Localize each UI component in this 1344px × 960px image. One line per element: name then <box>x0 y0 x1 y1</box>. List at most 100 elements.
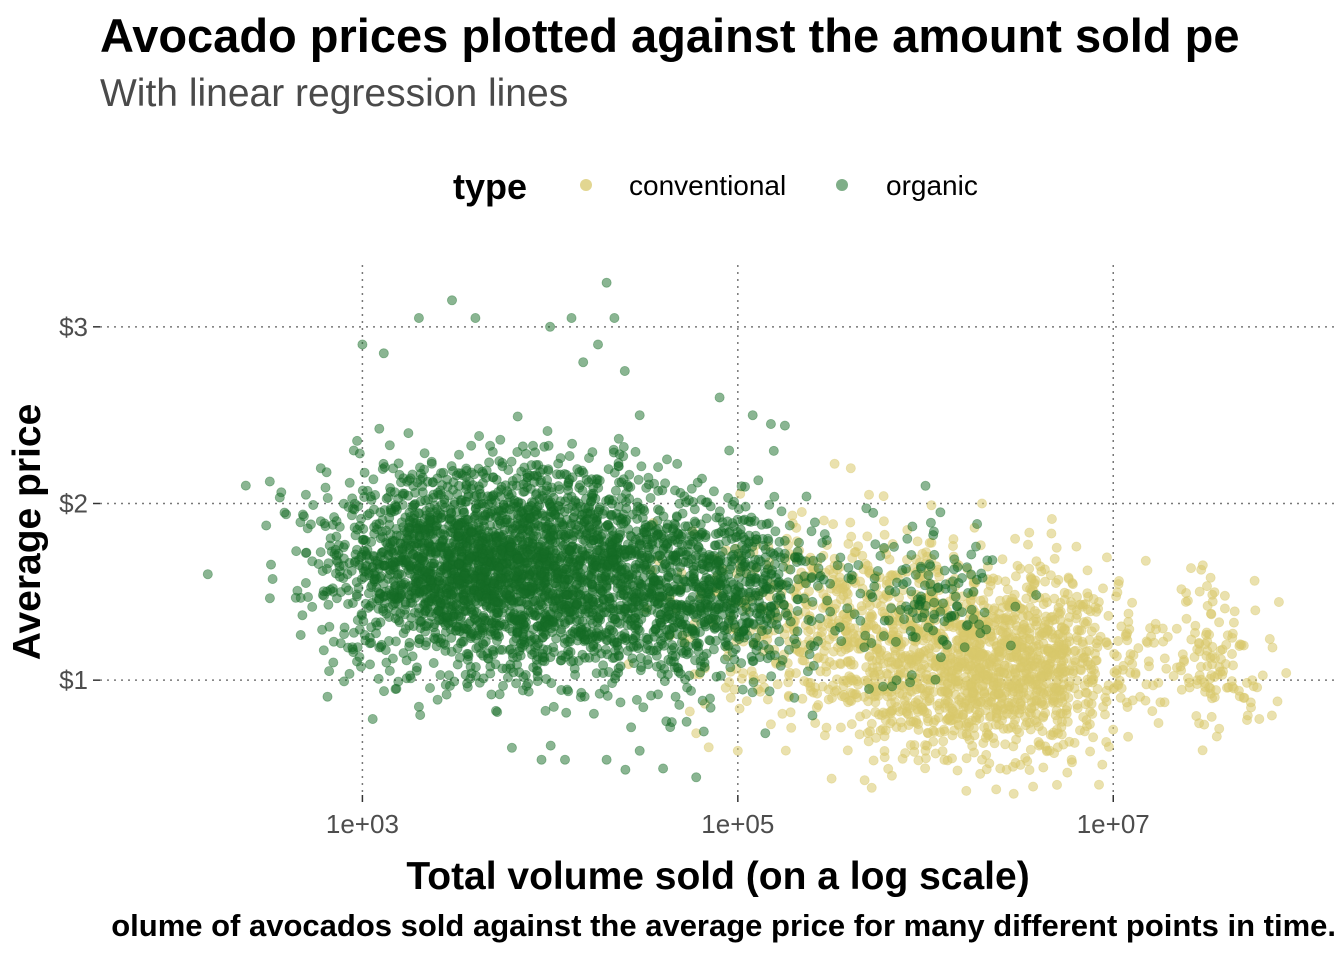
point-organic <box>390 606 401 617</box>
point-conventional <box>952 661 963 672</box>
point-organic <box>295 517 306 528</box>
point-organic <box>613 461 624 472</box>
point-conventional <box>1123 731 1134 742</box>
point-organic <box>618 509 629 520</box>
point-conventional <box>924 537 935 548</box>
point-organic <box>556 627 567 638</box>
point-conventional <box>900 748 911 759</box>
point-organic <box>541 674 552 685</box>
point-conventional <box>952 765 963 776</box>
point-conventional <box>1182 595 1193 606</box>
point-organic <box>548 701 559 712</box>
point-conventional <box>1033 721 1044 732</box>
point-organic <box>440 679 451 690</box>
point-conventional <box>920 745 931 756</box>
point-organic <box>453 611 464 622</box>
point-conventional <box>827 680 838 691</box>
point-organic <box>452 659 463 670</box>
point-organic <box>366 494 377 505</box>
point-conventional <box>1176 584 1187 595</box>
point-conventional <box>780 745 791 756</box>
point-organic <box>653 462 664 473</box>
point-organic <box>561 707 572 718</box>
point-conventional <box>1264 634 1275 645</box>
point-organic <box>405 597 416 608</box>
point-conventional <box>1093 603 1104 614</box>
point-conventional <box>1022 610 1033 621</box>
point-conventional <box>1031 620 1042 631</box>
point-organic <box>383 636 394 647</box>
point-organic <box>532 502 543 513</box>
point-conventional <box>1140 695 1151 706</box>
point-conventional <box>1076 665 1087 676</box>
point-organic <box>265 559 276 570</box>
chart-subtitle: With linear regression lines <box>100 72 569 115</box>
point-organic <box>431 525 442 536</box>
point-organic <box>419 448 430 459</box>
point-organic <box>401 673 412 684</box>
point-organic <box>476 622 487 633</box>
point-organic <box>435 580 446 591</box>
point-organic <box>425 507 436 518</box>
point-conventional <box>994 651 1005 662</box>
point-organic <box>339 622 350 633</box>
point-organic <box>472 539 483 550</box>
point-conventional <box>1072 703 1083 714</box>
point-organic <box>351 577 362 588</box>
point-organic <box>635 503 646 514</box>
point-conventional <box>1196 661 1207 672</box>
point-conventional <box>684 706 695 717</box>
point-organic <box>462 514 473 525</box>
point-conventional <box>903 709 914 720</box>
point-conventional <box>1089 622 1100 633</box>
point-conventional <box>885 706 896 717</box>
point-organic <box>405 473 416 484</box>
point-conventional <box>1214 723 1225 734</box>
point-conventional <box>817 627 828 638</box>
point-conventional <box>1123 608 1134 619</box>
point-conventional <box>757 673 768 684</box>
point-organic <box>383 549 394 560</box>
point-conventional <box>738 668 749 679</box>
point-conventional <box>937 746 948 757</box>
point-conventional <box>1046 514 1057 525</box>
point-organic <box>408 621 419 632</box>
point-conventional <box>1201 629 1212 640</box>
point-conventional <box>1063 573 1074 584</box>
point-conventional <box>981 764 992 775</box>
point-conventional <box>887 716 898 727</box>
point-organic <box>445 508 456 519</box>
point-conventional <box>1084 635 1095 646</box>
point-conventional <box>972 709 983 720</box>
legend-title: type <box>453 166 527 207</box>
point-organic <box>594 504 605 515</box>
point-conventional <box>861 709 872 720</box>
point-conventional <box>1098 701 1109 712</box>
point-conventional <box>1100 692 1111 703</box>
point-conventional <box>734 703 745 714</box>
point-conventional <box>928 736 939 747</box>
point-conventional <box>1281 668 1292 679</box>
point-organic <box>563 544 574 555</box>
point-organic <box>347 642 358 653</box>
point-conventional <box>878 491 889 502</box>
point-conventional <box>1143 656 1154 667</box>
legend-label-organic: organic <box>886 170 978 201</box>
point-organic <box>347 503 358 514</box>
point-conventional <box>975 650 986 661</box>
point-conventional <box>860 675 871 686</box>
point-organic <box>427 477 438 488</box>
point-organic <box>481 593 492 604</box>
point-organic <box>474 430 485 441</box>
point-conventional <box>957 712 968 723</box>
point-organic <box>377 463 388 474</box>
point-conventional <box>1021 593 1032 604</box>
point-organic <box>320 482 331 493</box>
point-conventional <box>741 696 752 707</box>
point-organic <box>708 486 719 497</box>
point-conventional <box>1024 563 1035 574</box>
point-conventional <box>866 609 877 620</box>
point-organic <box>317 624 328 635</box>
point-organic <box>460 584 471 595</box>
point-organic <box>567 500 578 511</box>
